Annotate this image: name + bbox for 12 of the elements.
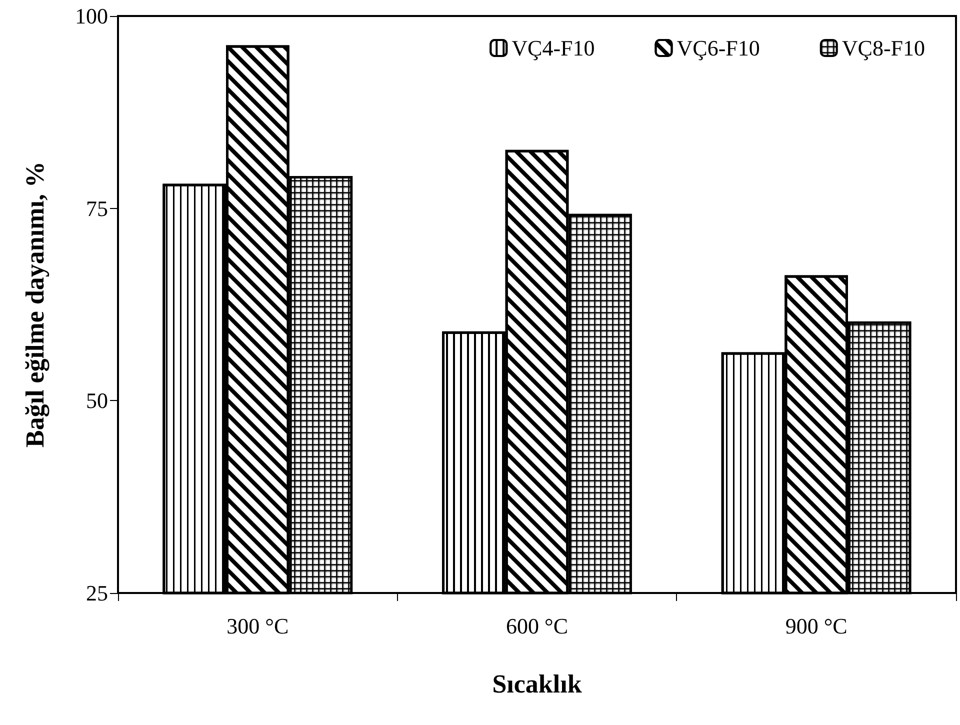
y-tick-label: 50: [86, 388, 108, 414]
y-tick-label: 25: [86, 580, 108, 606]
y-axis-title: Bağıl eğilme dayanımı, %: [20, 162, 50, 448]
y-tick-label: 75: [86, 196, 108, 221]
x-tick-label: 300 °C: [226, 614, 289, 638]
legend-label: VÇ6-F10: [676, 36, 760, 60]
legend-label: VÇ8-F10: [842, 36, 925, 60]
legend-label: VÇ4-F10: [512, 36, 595, 60]
x-axis-title: Sıcaklık: [492, 670, 582, 698]
x-tick-label: 900 °C: [785, 614, 848, 638]
y-tick-label: 100: [75, 4, 108, 28]
x-tick-label: 600 °C: [506, 614, 568, 638]
